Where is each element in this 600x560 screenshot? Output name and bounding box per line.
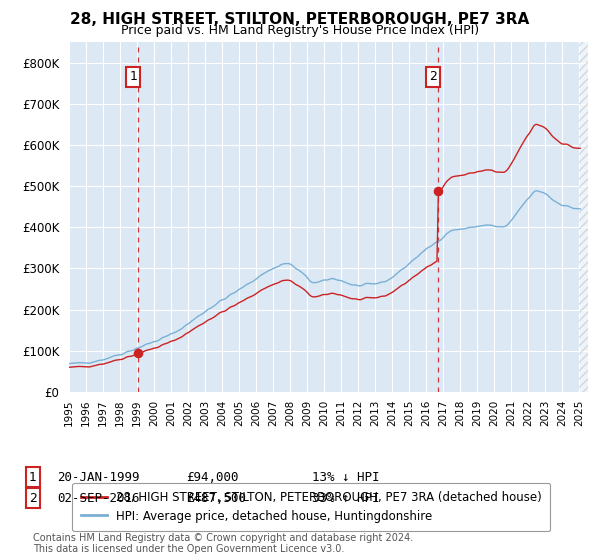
Text: 13% ↓ HPI: 13% ↓ HPI <box>312 470 380 484</box>
Text: 2: 2 <box>29 492 37 505</box>
Text: £487,500: £487,500 <box>186 492 246 505</box>
Point <box>433 187 443 196</box>
Text: 1: 1 <box>130 71 137 83</box>
Point <box>134 349 143 358</box>
Text: 33% ↑ HPI: 33% ↑ HPI <box>312 492 380 505</box>
Text: 20-JAN-1999: 20-JAN-1999 <box>57 470 139 484</box>
Text: Contains HM Land Registry data © Crown copyright and database right 2024.
This d: Contains HM Land Registry data © Crown c… <box>33 533 413 554</box>
Text: £94,000: £94,000 <box>186 470 239 484</box>
Text: 1: 1 <box>29 470 37 484</box>
Text: Price paid vs. HM Land Registry's House Price Index (HPI): Price paid vs. HM Land Registry's House … <box>121 24 479 37</box>
Text: 02-SEP-2016: 02-SEP-2016 <box>57 492 139 505</box>
Legend: 28, HIGH STREET, STILTON, PETERBOROUGH, PE7 3RA (detached house), HPI: Average p: 28, HIGH STREET, STILTON, PETERBOROUGH, … <box>73 483 550 531</box>
Bar <box>580 42 596 392</box>
Text: 28, HIGH STREET, STILTON, PETERBOROUGH, PE7 3RA: 28, HIGH STREET, STILTON, PETERBOROUGH, … <box>70 12 530 27</box>
Text: 2: 2 <box>429 71 437 83</box>
